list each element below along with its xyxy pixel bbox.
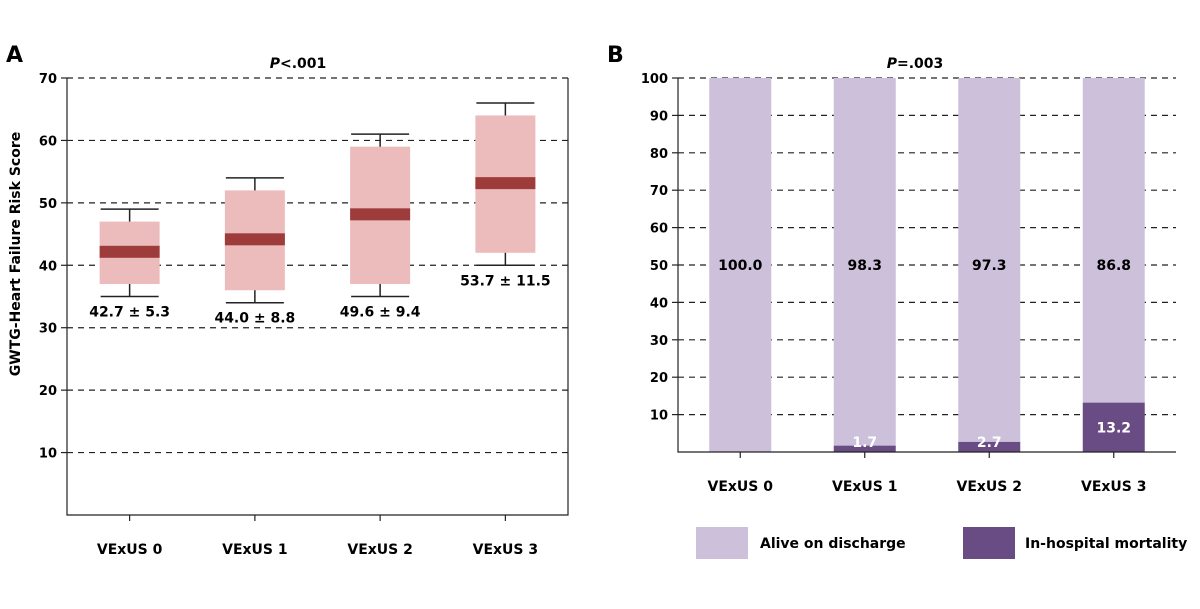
median-band [224, 233, 285, 246]
median-band [350, 208, 411, 221]
y-tick-label-b: 30 [650, 334, 668, 349]
bar-segment-alive [833, 78, 896, 446]
bar-segment-alive [1082, 78, 1145, 403]
y-tick-label-a: 70 [39, 72, 57, 87]
panel-a-letter: A [6, 43, 23, 68]
x-category-label-a: VExUS 2 [347, 542, 413, 558]
alive-value-label: 97.3 [972, 258, 1007, 274]
median-band [99, 245, 160, 258]
legend-label-mortality: In-hospital mortality [1025, 536, 1187, 552]
x-category-label-a: VExUS 3 [473, 542, 539, 558]
y-tick-label-b: 20 [650, 371, 668, 386]
y-tick-label-a: 20 [39, 384, 57, 399]
box-stat-label: 49.6 ± 9.4 [340, 305, 421, 321]
panel-a-p-italic: P [270, 56, 281, 72]
panel-a-p-value: P<.001 [270, 56, 327, 72]
bar-segment-mortality [833, 445, 896, 452]
alive-value-label: 98.3 [847, 258, 882, 274]
y-tick-label-b: 10 [650, 409, 668, 424]
mortality-value-label: 1.7 [852, 435, 877, 451]
stacked-bar-panel-b: 10 20 30 40 50 60 70 80 90 100 100.0 VExUS 0 1.7 98.3… [641, 72, 1176, 495]
box-plot-panel-a: 10 20 30 40 50 60 70 42.7 ± 5.3 VExUS 0 44.0 ± 8.… [8, 72, 569, 558]
bar-segment-mortality [1082, 402, 1145, 452]
median-band [475, 177, 536, 190]
y-tick-label-b: 60 [650, 222, 668, 237]
box-stat-label: 42.7 ± 5.3 [89, 305, 170, 321]
box-stat-label: 53.7 ± 11.5 [460, 273, 551, 289]
y-axis-label-a: GWTG-Heart Failure Risk Score [8, 132, 24, 376]
legend-label-alive: Alive on discharge [760, 536, 906, 552]
legend-panel-b: Alive on discharge In-hospital mortality [696, 527, 1187, 559]
axis-frame-b [677, 78, 1176, 453]
y-tick-label-b: 100 [641, 72, 668, 87]
x-category-label-a: VExUS 0 [97, 542, 163, 558]
y-tick-label-a: 60 [39, 134, 57, 149]
alive-value-label: 100.0 [718, 258, 763, 274]
panel-b-p-value: P=.003 [887, 56, 944, 72]
y-tick-label-b: 80 [650, 147, 668, 162]
plot-frame-a [66, 78, 569, 516]
x-category-label-b: VExUS 2 [957, 479, 1023, 495]
y-tick-label-a: 40 [39, 259, 57, 274]
y-tick-label-b: 90 [650, 109, 668, 124]
panel-b-p-rest: =.003 [897, 56, 943, 72]
x-category-label-b: VExUS 0 [708, 479, 774, 495]
panel-b-p-italic: P [887, 56, 898, 72]
y-tick-label-b: 50 [650, 259, 668, 274]
y-tick-label-a: 30 [39, 322, 57, 337]
x-category-label-b: VExUS 1 [832, 479, 898, 495]
panel-a-p-rest: <.001 [280, 56, 326, 72]
y-tick-label-a: 50 [39, 197, 57, 212]
bar-segment-alive [958, 78, 1021, 442]
box-stat-label: 44.0 ± 8.8 [214, 311, 295, 327]
mortality-value-label: 2.7 [977, 435, 1002, 451]
y-tick-label-a: 10 [39, 447, 57, 462]
alive-value-label: 86.8 [1096, 258, 1131, 274]
x-category-label-b: VExUS 3 [1081, 479, 1147, 495]
mortality-value-label: 13.2 [1096, 420, 1131, 436]
panel-b-letter: B [607, 43, 624, 68]
bar-segment-alive [709, 78, 772, 452]
x-category-label-a: VExUS 1 [222, 542, 288, 558]
legend-swatch-mortality [963, 527, 1015, 559]
y-tick-label-b: 70 [650, 184, 668, 199]
legend-swatch-alive [696, 527, 748, 559]
bar-segment-mortality [958, 441, 1021, 452]
y-tick-label-b: 40 [650, 296, 668, 311]
